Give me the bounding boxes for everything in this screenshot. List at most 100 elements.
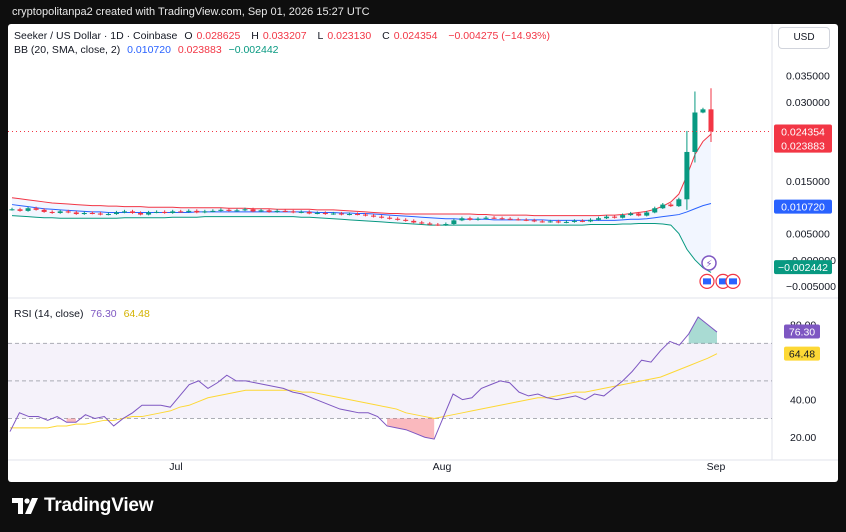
rsi-ma-tag: 64.48	[789, 349, 815, 361]
candle-body	[644, 212, 650, 216]
bb-lower-value: −0.002442	[228, 44, 279, 56]
low-value: L 0.023130	[317, 30, 372, 42]
bb-lower-tag: −0.002442	[778, 262, 828, 274]
chart-author-header: cryptopolitanpa2 created with TradingVie…	[12, 6, 370, 18]
tradingview-brand: TradingView	[44, 495, 154, 516]
chart-canvas[interactable]: 0.0350000.0300000.0150000.005000−0.00000…	[8, 24, 838, 482]
candle-body	[620, 215, 626, 218]
candle-body	[411, 220, 417, 223]
rsi-oversold-fill	[10, 418, 435, 440]
candle-body	[105, 214, 111, 216]
rsi-tick-label: 40.00	[790, 395, 816, 407]
candle-body	[363, 214, 369, 216]
candle-body	[403, 219, 409, 221]
tradingview-logo-icon	[12, 498, 38, 514]
candle-body	[708, 109, 714, 132]
high-value: H 0.033207	[251, 30, 307, 42]
candle-body	[73, 212, 79, 215]
rsi-ma-tag-bg	[784, 346, 820, 361]
bb-lower-tag-bg	[774, 260, 832, 275]
candle-body	[306, 211, 312, 214]
candle-body	[628, 213, 634, 216]
bb-lower-line	[11, 215, 712, 273]
bb-basis-tag-bg	[774, 199, 832, 214]
candle-body	[435, 224, 441, 226]
price-legend: Seeker / US Dollar · 1D · Coinbase O 0.02…	[14, 30, 554, 42]
candle-body	[587, 219, 593, 222]
candle-body	[346, 214, 352, 216]
candle-body	[604, 216, 610, 219]
candle-body	[314, 212, 320, 214]
bb-upper-line	[11, 133, 712, 217]
candle-body	[547, 221, 553, 223]
candle-body	[186, 210, 192, 212]
rsi-value: 76.30	[90, 308, 117, 320]
candle-body	[226, 209, 232, 211]
bb-legend: BB (20, SMA, close, 2) 0.010720 0.023883…	[14, 44, 283, 56]
candle-body	[483, 217, 489, 219]
currency-button[interactable]: USD	[778, 27, 830, 49]
symbol-label[interactable]: Seeker / US Dollar · 1D · Coinbase	[14, 30, 178, 42]
candle-body	[65, 211, 71, 213]
candle-body	[178, 211, 184, 213]
candle-body	[49, 211, 55, 213]
candle-body	[579, 220, 585, 222]
candle-body	[25, 208, 31, 211]
rsi-label[interactable]: RSI (14, close)	[14, 308, 84, 320]
candle-body	[138, 212, 144, 215]
bb-upper-value: 0.023883	[177, 44, 222, 56]
candle-body	[17, 209, 23, 211]
candle-body	[170, 211, 176, 213]
candle-body	[242, 209, 248, 211]
change-value: −0.004275 (−14.93%)	[448, 30, 550, 42]
chart-card: 0.0350000.0300000.0150000.005000−0.00000…	[8, 24, 838, 482]
candle-body	[692, 112, 698, 152]
bb-basis-tag: 0.010720	[781, 202, 825, 214]
tradingview-footer: TradingView	[12, 495, 154, 517]
candle-body	[612, 216, 618, 218]
rsi-value-tag-bg	[784, 324, 820, 339]
candle-body	[33, 208, 39, 210]
candle-body	[387, 217, 393, 219]
candle-body	[154, 211, 160, 213]
price-tick-label: −0.005000	[786, 281, 836, 293]
bb-band-fill	[12, 134, 711, 273]
candle-body	[354, 214, 360, 216]
candle-body	[652, 208, 658, 213]
candle-body	[459, 218, 465, 221]
candle-body	[162, 211, 168, 213]
candle-body	[81, 212, 87, 215]
candle-body	[668, 204, 674, 207]
candle-body	[234, 210, 240, 212]
candle-body	[515, 219, 521, 221]
price-tick-label: 0.005000	[786, 229, 830, 241]
candle-body	[684, 151, 690, 200]
candle-body	[194, 210, 200, 213]
candle-body	[258, 210, 264, 212]
price-tick-label: 0.035000	[786, 71, 830, 83]
candle-body	[676, 199, 682, 207]
rsi-ma-value: 64.48	[123, 308, 150, 320]
candle-body	[97, 213, 103, 215]
candle-body	[419, 222, 425, 224]
candle-body	[531, 220, 537, 222]
bb-label[interactable]: BB (20, SMA, close, 2)	[14, 44, 121, 56]
candle-body	[395, 218, 401, 220]
candle-body	[282, 210, 288, 212]
candle-body	[499, 218, 505, 220]
candle-body	[338, 213, 344, 215]
event-flag-stripe	[719, 278, 727, 285]
candle-body	[298, 211, 304, 213]
candle-body	[507, 218, 513, 220]
rsi-ma-line	[10, 353, 718, 429]
candle-body	[210, 210, 216, 212]
bb-upper-tag-bg	[774, 138, 832, 153]
candle-body	[467, 218, 473, 220]
rsi-legend: RSI (14, close) 76.30 64.48	[14, 308, 154, 320]
candle-body	[290, 211, 296, 213]
candle-body	[443, 224, 449, 226]
event-lightning-glyph: ⚡	[705, 259, 712, 270]
candle-body	[555, 221, 561, 223]
candle-body	[266, 210, 272, 212]
bb-upper-tag: 0.023883	[781, 141, 825, 153]
